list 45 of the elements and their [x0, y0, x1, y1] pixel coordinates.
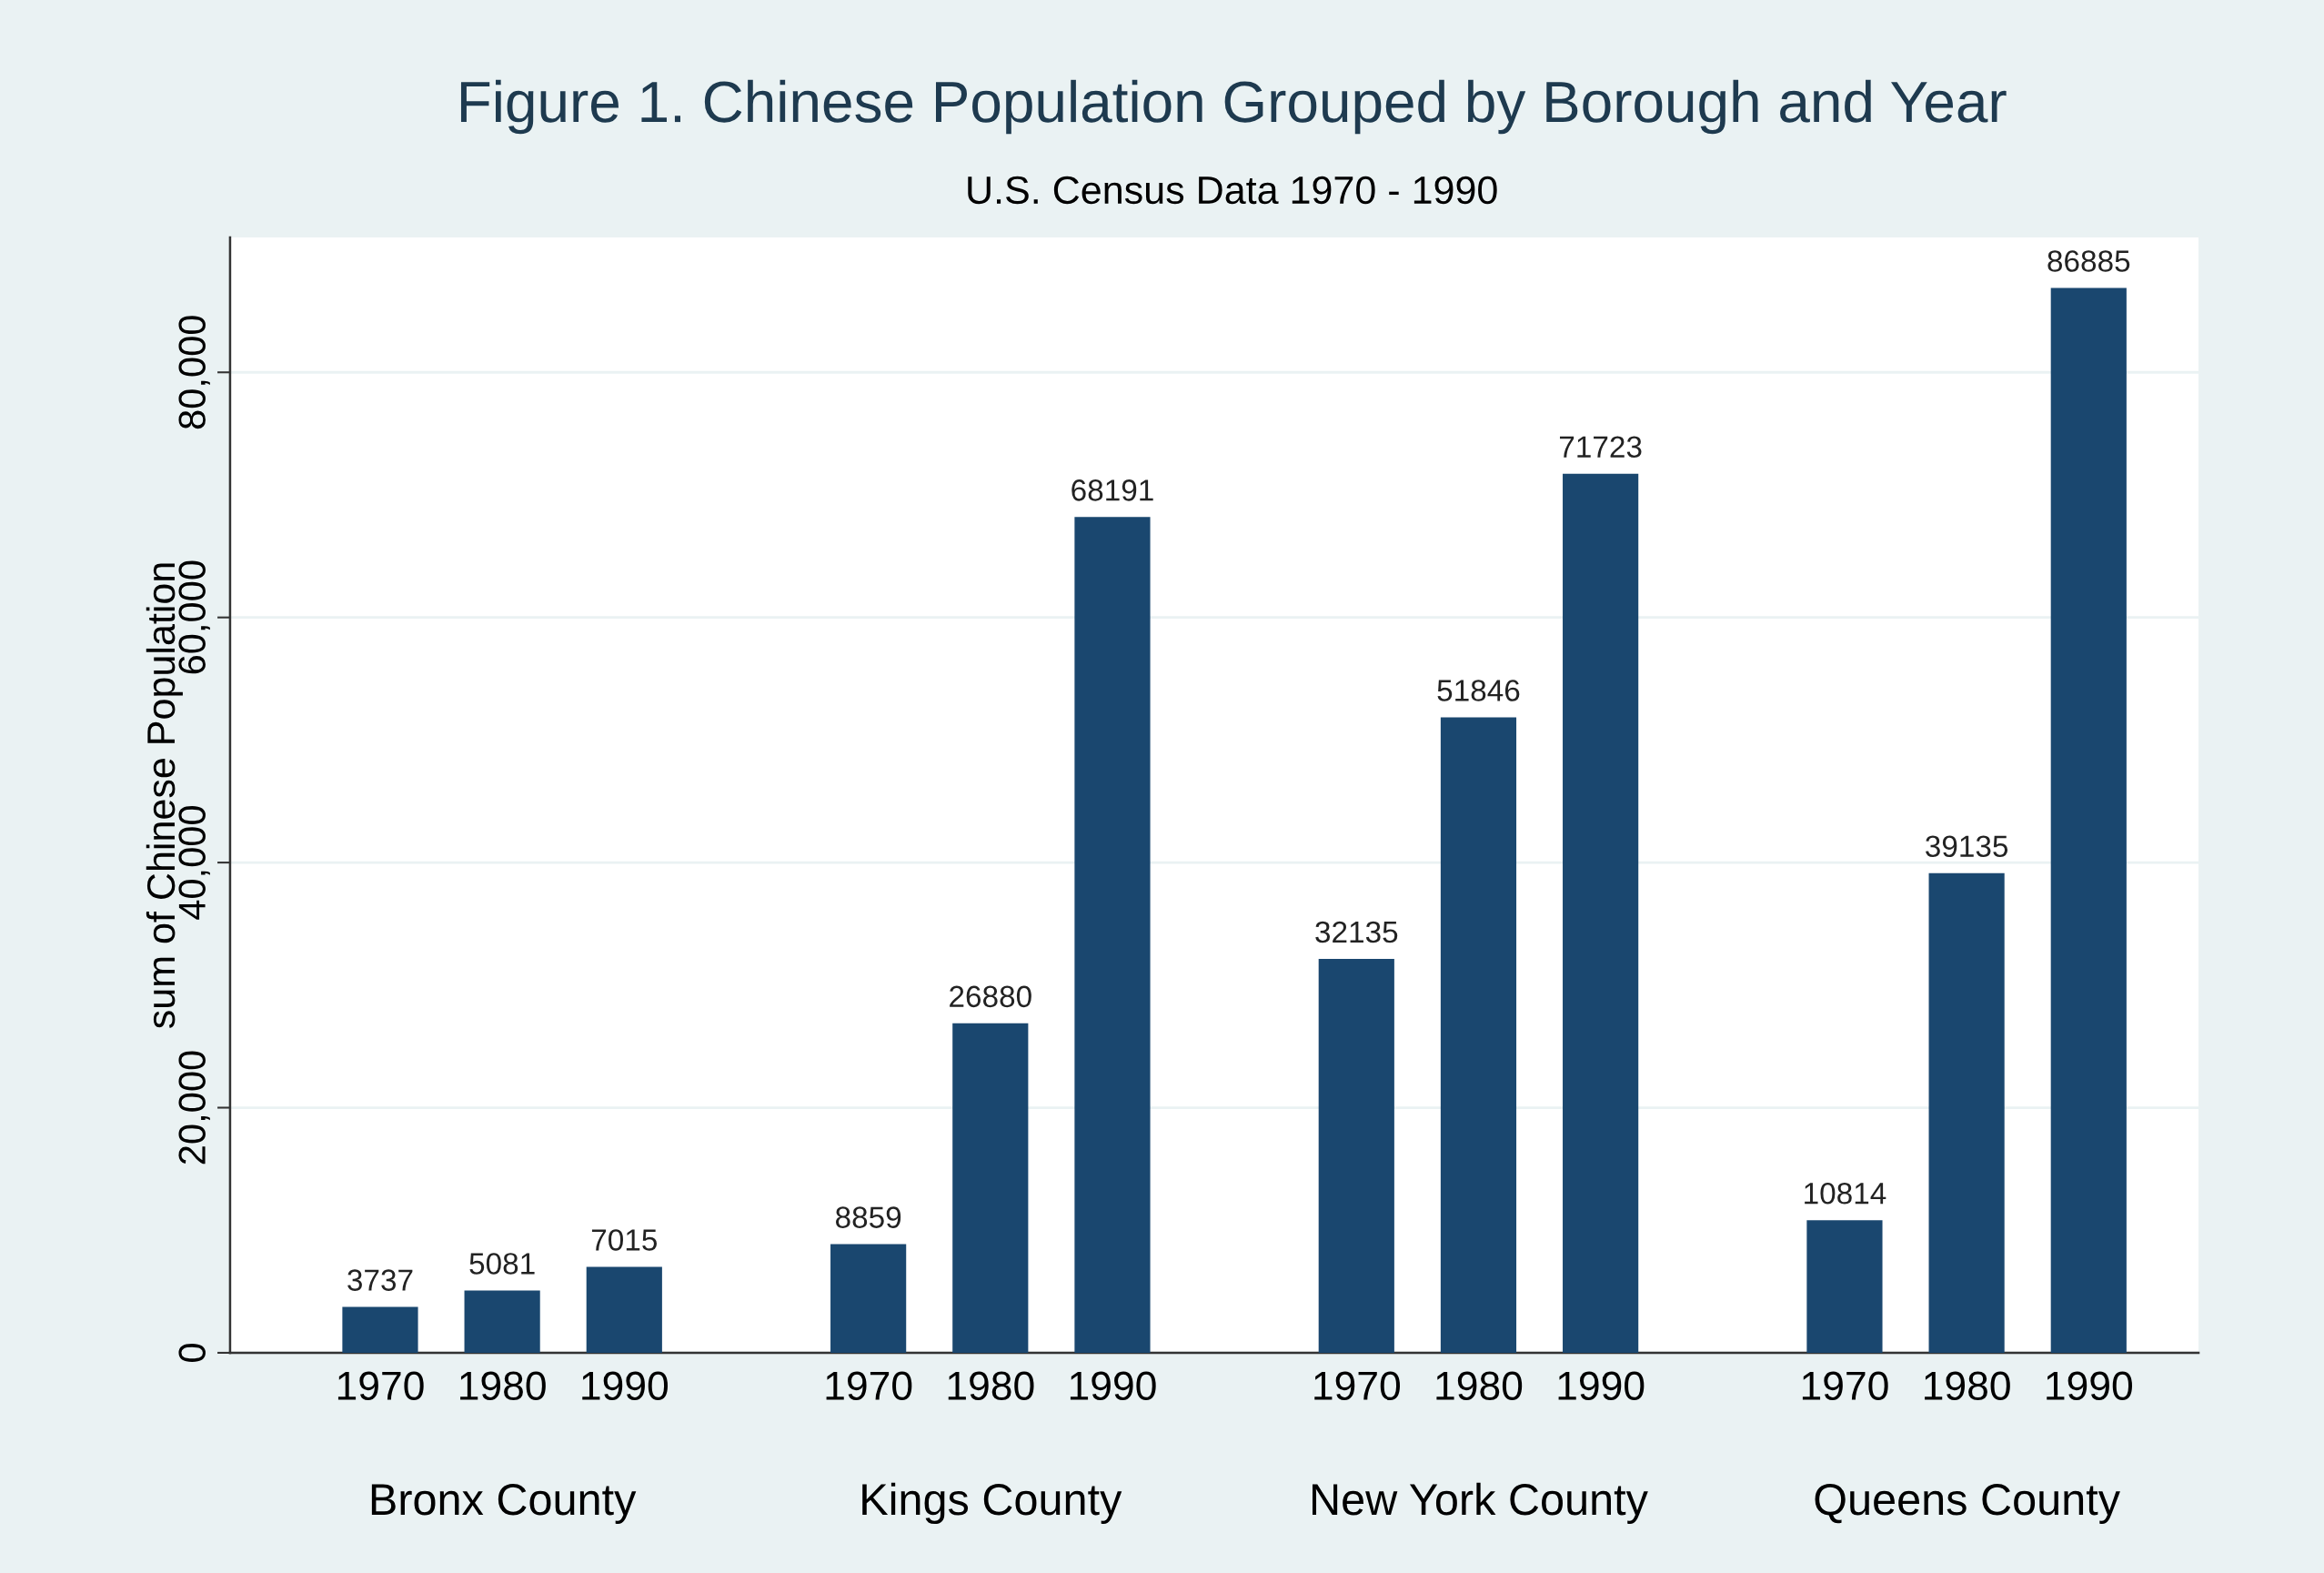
chart-subtitle: U.S. Census Data 1970 - 1990	[968, 176, 1497, 205]
bar	[1928, 872, 2005, 1353]
y-tick-label: 80,000	[178, 316, 210, 429]
data-label: 51846	[1437, 680, 1520, 701]
data-label: 8859	[836, 1206, 901, 1228]
bar	[1806, 1220, 1883, 1353]
x-tick-label: 1970	[1802, 1371, 1888, 1401]
bar	[586, 1266, 662, 1353]
x-tick-label: 1990	[2047, 1371, 2132, 1401]
text: Kings County	[862, 1482, 1122, 1525]
text: Bronx County	[371, 1484, 637, 1525]
bar	[952, 1023, 1029, 1353]
data-label: 68191	[1071, 479, 1153, 501]
data-label: 3737	[347, 1269, 413, 1291]
data-label: 26880	[950, 985, 1031, 1008]
data-label: 86885	[2047, 250, 2130, 272]
data-label: 32135	[1315, 921, 1398, 943]
x-tick-label: 1990	[1070, 1371, 1156, 1401]
data-label: 10814	[1805, 1182, 1886, 1205]
bar	[1563, 473, 1639, 1353]
bar	[1440, 717, 1517, 1353]
x-tick-label: 1980	[1436, 1371, 1523, 1401]
x-tick-label: 1990	[582, 1371, 668, 1401]
data-label: 71723	[1559, 436, 1642, 459]
x-tick-label: 1980	[460, 1371, 546, 1401]
bar	[830, 1244, 907, 1353]
bar	[342, 1306, 418, 1353]
data-label: 39135	[1926, 835, 2008, 858]
data-label: 7015	[591, 1229, 657, 1251]
text: Queens County	[1815, 1484, 2120, 1525]
x-tick-label: 1970	[337, 1371, 424, 1401]
x-tick-label: 1990	[1558, 1371, 1645, 1401]
text: New York County	[1312, 1482, 1648, 1525]
bar	[2050, 287, 2127, 1353]
y-tick-label: 0	[178, 1343, 206, 1362]
x-tick-label: 1980	[1925, 1371, 2010, 1401]
data-label: 5081	[469, 1253, 535, 1275]
bar	[1318, 959, 1394, 1353]
bar	[1074, 517, 1151, 1353]
chart-title: Figure 1. Chinese Population Grouped by Borough and Year	[460, 79, 2007, 135]
x-tick-label: 1980	[948, 1371, 1034, 1401]
x-tick-label: 1970	[1314, 1371, 1400, 1401]
x-tick-label: 1970	[826, 1371, 912, 1401]
y-tick-label: 20,000	[178, 1051, 210, 1165]
bar	[464, 1290, 540, 1353]
